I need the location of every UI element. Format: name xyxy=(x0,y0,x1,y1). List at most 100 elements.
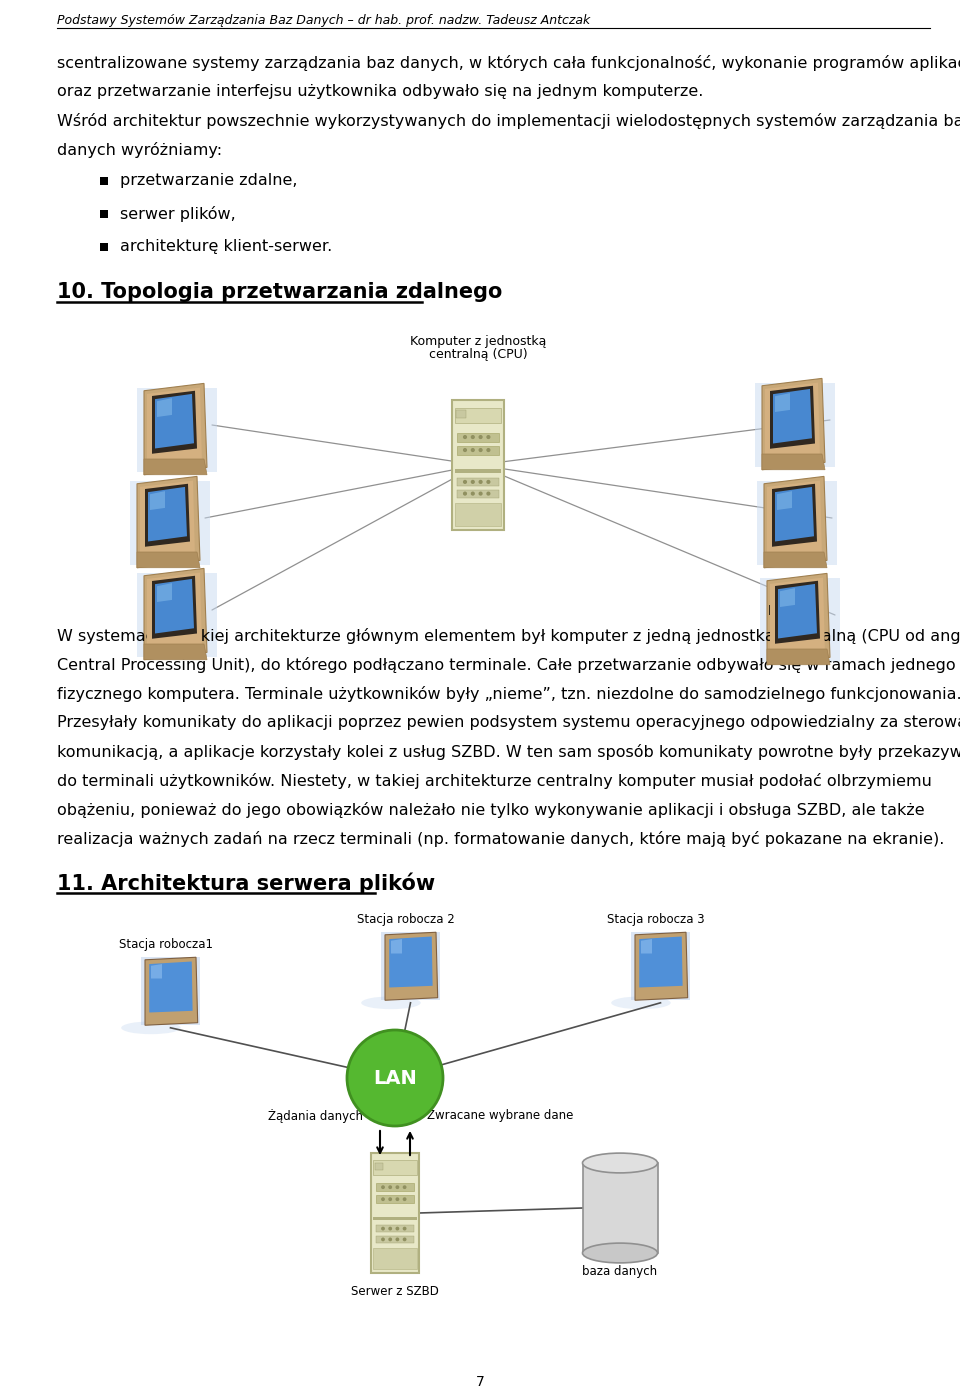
Circle shape xyxy=(402,1238,406,1241)
Polygon shape xyxy=(391,939,402,953)
Polygon shape xyxy=(760,577,840,662)
Polygon shape xyxy=(155,394,194,448)
Polygon shape xyxy=(144,569,207,659)
Bar xyxy=(100,177,108,185)
Text: Stacja robocza1: Stacja robocza1 xyxy=(119,938,213,951)
Bar xyxy=(375,1195,414,1203)
Bar xyxy=(375,1182,414,1192)
Polygon shape xyxy=(635,932,687,1000)
Polygon shape xyxy=(137,476,200,568)
Circle shape xyxy=(388,1185,392,1189)
Polygon shape xyxy=(145,957,198,1025)
Polygon shape xyxy=(141,957,201,1025)
Circle shape xyxy=(381,1227,385,1231)
Polygon shape xyxy=(147,388,202,470)
Polygon shape xyxy=(145,484,190,547)
Bar xyxy=(457,490,499,498)
Polygon shape xyxy=(144,644,207,659)
Polygon shape xyxy=(631,932,690,1000)
Polygon shape xyxy=(767,573,830,665)
Bar xyxy=(371,1153,419,1273)
Circle shape xyxy=(487,480,491,484)
Bar xyxy=(373,1248,417,1270)
Bar xyxy=(375,1235,414,1244)
Polygon shape xyxy=(777,491,792,510)
Ellipse shape xyxy=(583,1153,658,1173)
Polygon shape xyxy=(775,487,814,541)
Polygon shape xyxy=(385,932,438,1000)
Text: serwer plików,: serwer plików, xyxy=(120,206,236,223)
Bar xyxy=(100,210,108,218)
Polygon shape xyxy=(137,573,217,657)
Polygon shape xyxy=(130,481,210,565)
Circle shape xyxy=(402,1185,406,1189)
Bar xyxy=(375,1225,414,1232)
Text: klienty: klienty xyxy=(767,605,812,618)
Polygon shape xyxy=(757,481,837,565)
Text: Stacja robocza 2: Stacja robocza 2 xyxy=(357,912,455,926)
Text: LAN: LAN xyxy=(373,1068,417,1088)
Bar xyxy=(374,1163,383,1170)
Bar xyxy=(457,479,499,485)
Text: Żądania danych: Żądania danych xyxy=(268,1109,363,1123)
Circle shape xyxy=(381,1185,385,1189)
Circle shape xyxy=(487,435,491,440)
Polygon shape xyxy=(780,588,795,606)
Text: Komputer z jednostką: Komputer z jednostką xyxy=(410,335,546,348)
Bar xyxy=(100,243,108,250)
Bar xyxy=(455,408,501,423)
Bar xyxy=(373,1217,417,1220)
Polygon shape xyxy=(151,964,162,978)
Circle shape xyxy=(463,448,468,452)
Polygon shape xyxy=(778,584,817,638)
Text: W systemach o takiej architekturze głównym elementem był komputer z jedną jednos: W systemach o takiej architekturze główn… xyxy=(57,627,960,644)
Ellipse shape xyxy=(121,1021,180,1034)
Text: obążeniu, ponieważ do jego obowiązków należało nie tylko wykonywanie aplikacji i: obążeniu, ponieważ do jego obowiązków na… xyxy=(57,803,924,818)
Polygon shape xyxy=(762,453,825,470)
Text: 10. Topologia przetwarzania zdalnego: 10. Topologia przetwarzania zdalnego xyxy=(57,282,502,302)
Text: Zwracane wybrane dane: Zwracane wybrane dane xyxy=(427,1110,573,1123)
Polygon shape xyxy=(152,391,197,453)
Polygon shape xyxy=(765,383,820,466)
Text: scentralizowane systemy zarządzania baz danych, w których cała funkcjonalność, w: scentralizowane systemy zarządzania baz … xyxy=(57,56,960,71)
Circle shape xyxy=(396,1238,399,1241)
Polygon shape xyxy=(157,583,172,602)
Circle shape xyxy=(402,1227,406,1231)
Text: Stacja robocza 3: Stacja robocza 3 xyxy=(608,912,705,926)
Polygon shape xyxy=(762,378,825,470)
Circle shape xyxy=(463,491,468,495)
Polygon shape xyxy=(770,577,825,661)
Text: Podstawy Systemów Zarządzania Baz Danych – dr hab. prof. nadzw. Tadeusz Antczak: Podstawy Systemów Zarządzania Baz Danych… xyxy=(57,14,590,26)
Circle shape xyxy=(470,491,475,495)
Circle shape xyxy=(396,1198,399,1200)
Text: baza danych: baza danych xyxy=(583,1264,658,1278)
Text: realizacja ważnych zadań na rzecz terminali (np. formatowanie danych, które mają: realizacja ważnych zadań na rzecz termin… xyxy=(57,830,945,847)
Circle shape xyxy=(388,1238,392,1241)
Text: fizycznego komputera. Terminale użytkowników były „nieme”, tzn. niezdolne do sam: fizycznego komputera. Terminale użytkown… xyxy=(57,686,960,702)
Circle shape xyxy=(478,448,483,452)
Circle shape xyxy=(347,1029,443,1125)
Bar xyxy=(583,1163,658,1253)
Polygon shape xyxy=(144,384,207,474)
Circle shape xyxy=(470,480,475,484)
Polygon shape xyxy=(641,939,652,953)
Text: 11. Architektura serwera plików: 11. Architektura serwera plików xyxy=(57,872,435,893)
Circle shape xyxy=(470,435,475,440)
Polygon shape xyxy=(639,936,683,988)
Polygon shape xyxy=(148,487,187,541)
Polygon shape xyxy=(767,481,822,563)
Bar xyxy=(455,469,501,473)
Ellipse shape xyxy=(612,996,671,1010)
Polygon shape xyxy=(144,459,207,474)
Polygon shape xyxy=(152,576,197,638)
Circle shape xyxy=(396,1185,399,1189)
Polygon shape xyxy=(381,932,441,1000)
Bar xyxy=(452,401,504,530)
Text: centralną (CPU): centralną (CPU) xyxy=(429,348,527,362)
Polygon shape xyxy=(137,388,217,472)
Polygon shape xyxy=(764,552,827,568)
Circle shape xyxy=(478,435,483,440)
Circle shape xyxy=(478,480,483,484)
Circle shape xyxy=(402,1198,406,1200)
Text: Przesyłały komunikaty do aplikacji poprzez pewien podsystem systemu operacyjnego: Przesyłały komunikaty do aplikacji poprz… xyxy=(57,715,960,730)
